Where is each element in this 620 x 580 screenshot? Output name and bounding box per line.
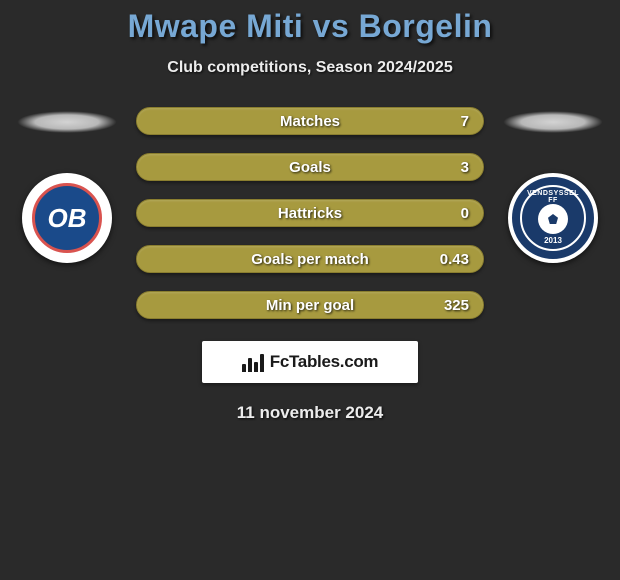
stat-label: Min per goal <box>266 297 354 314</box>
stat-bars: Matches 7 Goals 3 Hattricks 0 Goals per … <box>136 107 484 319</box>
date-label: 11 november 2024 <box>0 403 620 423</box>
stat-label: Goals per match <box>251 251 369 268</box>
stats-area: OB Matches 7 Goals 3 Hattricks 0 Goals p… <box>0 107 620 319</box>
club-badge-right-year: 2013 <box>544 236 562 245</box>
player-shadow-left <box>17 111 117 133</box>
bar-chart-icon <box>242 352 264 372</box>
left-player-col: OB <box>12 107 122 263</box>
club-badge-left: OB <box>22 173 112 263</box>
stat-bar-goals: Goals 3 <box>136 153 484 181</box>
stat-value: 7 <box>461 113 469 130</box>
club-badge-right: VENDSYSSEL FF 2013 <box>508 173 598 263</box>
stat-bar-goals-per-match: Goals per match 0.43 <box>136 245 484 273</box>
right-player-col: VENDSYSSEL FF 2013 <box>498 107 608 263</box>
stat-bar-min-per-goal: Min per goal 325 <box>136 291 484 319</box>
stat-bar-hattricks: Hattricks 0 <box>136 199 484 227</box>
comparison-card: Mwape Miti vs Borgelin Club competitions… <box>0 0 620 423</box>
club-badge-left-label: OB <box>32 183 102 253</box>
club-badge-right-name: VENDSYSSEL FF <box>522 190 584 204</box>
stat-label: Matches <box>280 113 340 130</box>
stat-label: Hattricks <box>278 205 342 222</box>
brand-box[interactable]: FcTables.com <box>202 341 418 383</box>
player-shadow-right <box>503 111 603 133</box>
stat-value: 0 <box>461 205 469 222</box>
soccer-ball-icon <box>538 204 568 234</box>
subtitle: Club competitions, Season 2024/2025 <box>0 59 620 77</box>
stat-value: 0.43 <box>440 251 469 268</box>
stat-label: Goals <box>289 159 331 176</box>
stat-value: 3 <box>461 159 469 176</box>
stat-bar-matches: Matches 7 <box>136 107 484 135</box>
stat-value: 325 <box>444 297 469 314</box>
brand-label: FcTables.com <box>270 352 379 372</box>
page-title: Mwape Miti vs Borgelin <box>0 8 620 45</box>
club-badge-right-inner: VENDSYSSEL FF 2013 <box>520 185 586 251</box>
